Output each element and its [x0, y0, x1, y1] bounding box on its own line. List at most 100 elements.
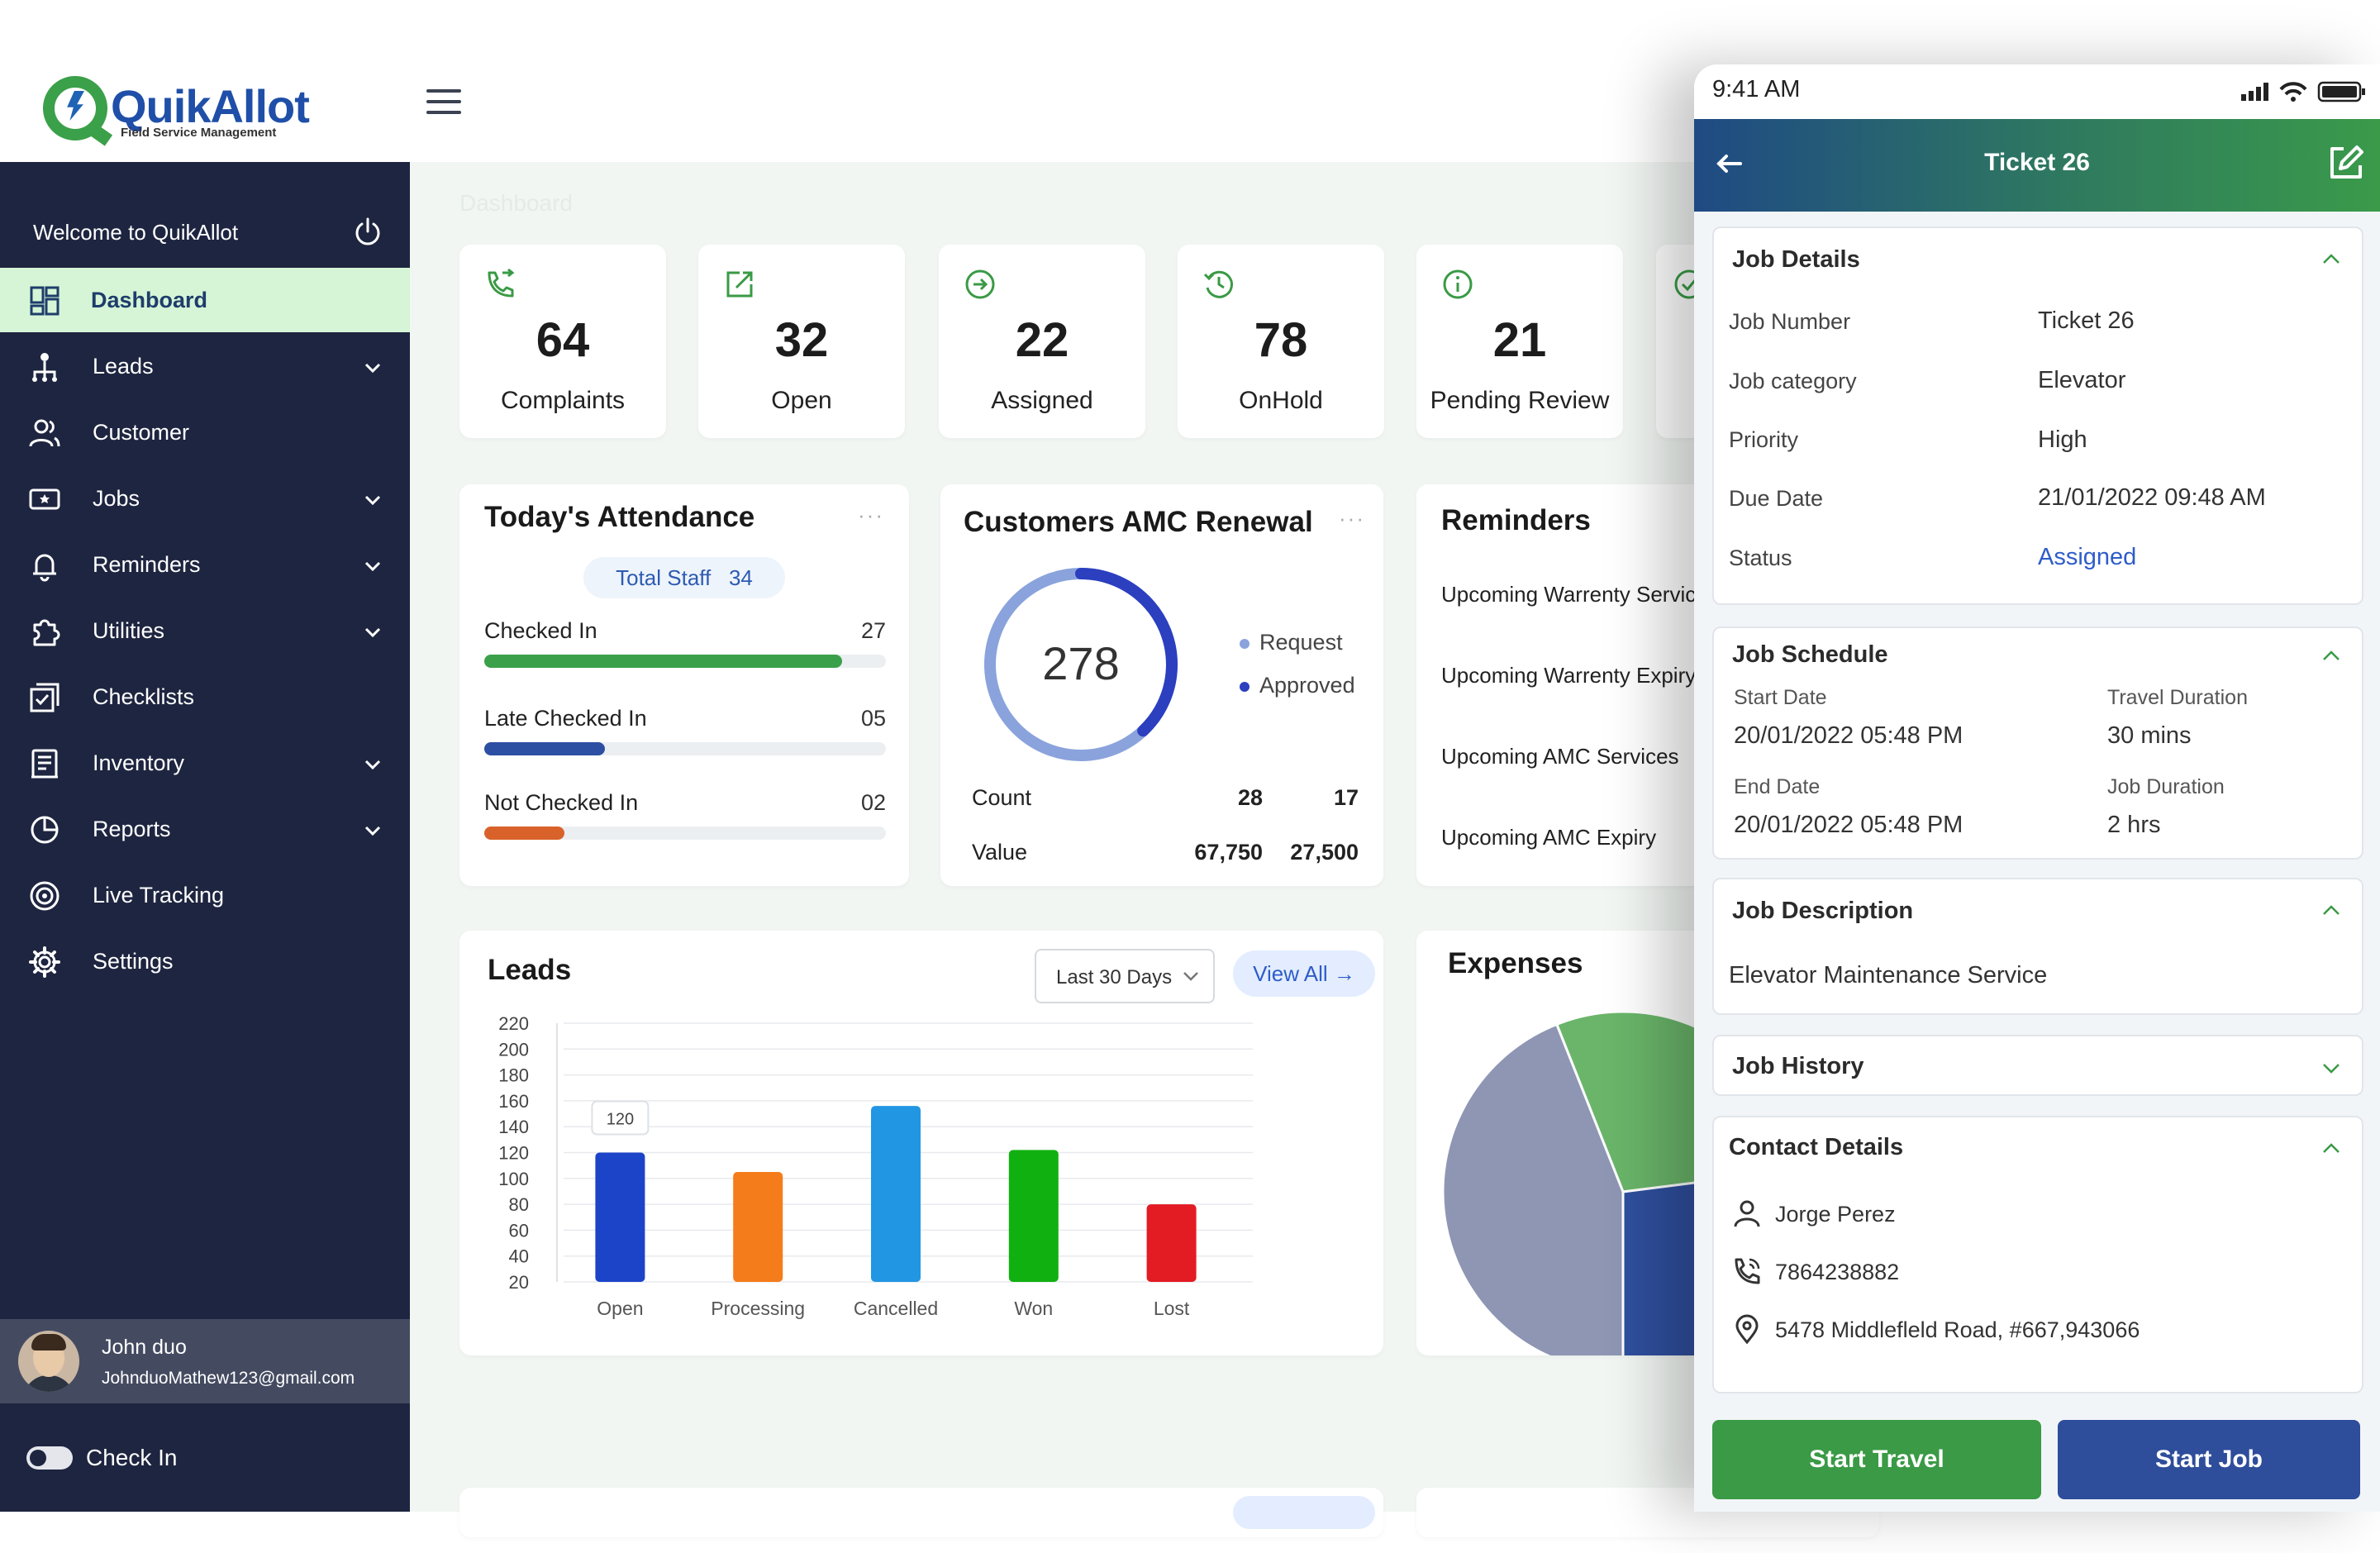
chevron-down-icon: [364, 627, 381, 638]
reminder-item[interactable]: Upcoming AMC Services: [1441, 744, 1679, 769]
user-name: John duo: [102, 1336, 187, 1359]
section-title[interactable]: Job History: [1732, 1053, 1864, 1079]
bar-processing[interactable]: [733, 1171, 783, 1282]
logo[interactable]: QuikAllot Field Service Management: [43, 73, 310, 147]
start-job-button[interactable]: Start Job: [2058, 1420, 2360, 1499]
reminder-item[interactable]: Upcoming Warrenty Services: [1441, 582, 1719, 607]
date-range-select[interactable]: Last 30 Days: [1035, 949, 1215, 1003]
stat-label: Pending Review: [1430, 387, 1610, 414]
target-icon: [30, 881, 60, 911]
back-arrow-icon[interactable]: [1712, 147, 1745, 180]
brand-name: QuikAllot: [111, 80, 310, 132]
y-tick-label: 80: [509, 1194, 529, 1215]
attendance-row: Late Checked In 05: [484, 706, 886, 772]
stat-card-complaints[interactable]: 64 Complaints: [459, 245, 666, 438]
chevron-down-icon[interactable]: [2322, 1063, 2340, 1074]
sidebar-item-live-tracking[interactable]: Live Tracking: [0, 863, 410, 927]
sidebar-item-label: Jobs: [93, 486, 140, 511]
inventory-icon: [31, 749, 58, 779]
schedule-value: 30 mins: [2107, 722, 2192, 749]
pie-slice[interactable]: [1441, 1022, 1625, 1355]
chevron-down-icon: [364, 561, 381, 572]
leads-chart: 220 200 180 160 140 120 100 80 60 40 20 Open 120 Proc…: [498, 1013, 1253, 1319]
location-pin-icon: [1735, 1314, 1759, 1344]
sidebar-item-settings[interactable]: Settings: [0, 929, 410, 993]
sidebar-item-inventory[interactable]: Inventory: [0, 731, 410, 795]
view-all-button[interactable]: View All →: [1233, 950, 1375, 997]
bar-open[interactable]: [595, 1152, 645, 1283]
y-tick-label: 180: [498, 1065, 529, 1086]
total-staff-value: 34: [728, 565, 753, 590]
detail-value: 21/01/2022 09:48 AM: [2038, 484, 2266, 511]
section-title[interactable]: Job Description: [1732, 898, 1914, 924]
info-icon: [1443, 269, 1473, 299]
section-title[interactable]: Job Details: [1732, 246, 1860, 273]
sidebar-item-reports[interactable]: Reports: [0, 797, 410, 861]
sidebar-item-utilities[interactable]: Utilities: [0, 598, 410, 663]
bell-icon: [33, 554, 56, 582]
reminder-item[interactable]: Upcoming Warrenty Expiry: [1441, 663, 1697, 688]
y-tick-label: 160: [498, 1091, 529, 1112]
edit-icon[interactable]: [2325, 144, 2365, 183]
bar-tooltip: 120: [591, 1100, 650, 1136]
attendance-value: 02: [860, 790, 886, 815]
detail-value: Ticket 26: [2038, 307, 2135, 334]
attendance-label: Late Checked In: [484, 706, 647, 731]
power-icon[interactable]: [352, 217, 383, 248]
bottom-card-button[interactable]: [1233, 1496, 1375, 1529]
job-history-section[interactable]: Job History: [1712, 1035, 2363, 1096]
sidebar-item-leads[interactable]: Leads: [0, 334, 410, 398]
phone-icon[interactable]: [1732, 1256, 1762, 1286]
bar-lost[interactable]: [1146, 1204, 1197, 1282]
stat-card-open[interactable]: 32 Open: [698, 245, 905, 438]
y-tick-label: 140: [498, 1117, 529, 1137]
amc-count-label: Count: [972, 785, 1032, 810]
sidebar-item-customer[interactable]: Customer: [0, 400, 410, 464]
legend-request: Request: [1240, 630, 1343, 655]
bar-cancelled[interactable]: [871, 1106, 921, 1282]
attendance-bar: [484, 827, 886, 840]
more-options-icon[interactable]: ···: [1339, 506, 1365, 531]
stat-card-pending-review[interactable]: 21 Pending Review: [1416, 245, 1623, 438]
chevron-up-icon[interactable]: [2322, 650, 2340, 661]
schedule-key: Travel Duration: [2107, 686, 2248, 709]
job-description-section: Job Description Elevator Maintenance Ser…: [1712, 878, 2363, 1015]
stat-label: Complaints: [500, 387, 626, 414]
stat-card-assigned[interactable]: 22 Assigned: [939, 245, 1145, 438]
menu-icon[interactable]: [426, 89, 461, 114]
amc-total: 278: [1042, 637, 1119, 689]
check-in-row: Check In: [0, 1418, 410, 1484]
chevron-down-icon: [364, 495, 381, 506]
sidebar-item-reminders[interactable]: Reminders: [0, 532, 410, 597]
sidebar-item-jobs[interactable]: Jobs: [0, 466, 410, 531]
schedule-value: 20/01/2022 05:48 PM: [1734, 812, 1963, 838]
sidebar-item-label: Settings: [93, 949, 174, 974]
sidebar-item-checklists[interactable]: Checklists: [0, 665, 410, 729]
more-options-icon[interactable]: ···: [858, 503, 884, 527]
job-details-section: Job Details Job Number Ticket 26 Job cat…: [1712, 226, 2363, 605]
sidebar-item-label: Utilities: [93, 618, 165, 643]
user-profile[interactable]: John duo JohnduoMathew123@gmail.com: [0, 1319, 410, 1403]
start-travel-button[interactable]: Start Travel: [1712, 1420, 2041, 1499]
attendance-bar-fill: [484, 655, 842, 668]
x-tick-label: Open: [597, 1298, 643, 1319]
section-title[interactable]: Contact Details: [1729, 1134, 1904, 1160]
schedule-key: Start Date: [1734, 686, 1827, 709]
sidebar-item-dashboard[interactable]: Dashboard: [0, 268, 410, 332]
puzzle-icon: [33, 619, 60, 646]
section-title[interactable]: Job Schedule: [1732, 641, 1888, 668]
bar-won[interactable]: [1008, 1150, 1059, 1282]
stat-value: 78: [1254, 313, 1308, 367]
chevron-up-icon[interactable]: [2322, 904, 2340, 916]
reminder-item[interactable]: Upcoming AMC Expiry: [1441, 825, 1657, 850]
check-in-toggle[interactable]: [26, 1446, 73, 1470]
stat-card-onhold[interactable]: 78 OnHold: [1178, 245, 1384, 438]
chevron-up-icon[interactable]: [2322, 1142, 2340, 1154]
chevron-up-icon[interactable]: [2322, 253, 2340, 264]
contact-phone[interactable]: 7864238882: [1775, 1260, 1900, 1284]
view-all-label: View All: [1253, 961, 1328, 986]
person-icon: [1734, 1200, 1760, 1227]
phone-header: Ticket 26: [1694, 119, 2380, 212]
amc-ring-approved: [984, 568, 1178, 761]
